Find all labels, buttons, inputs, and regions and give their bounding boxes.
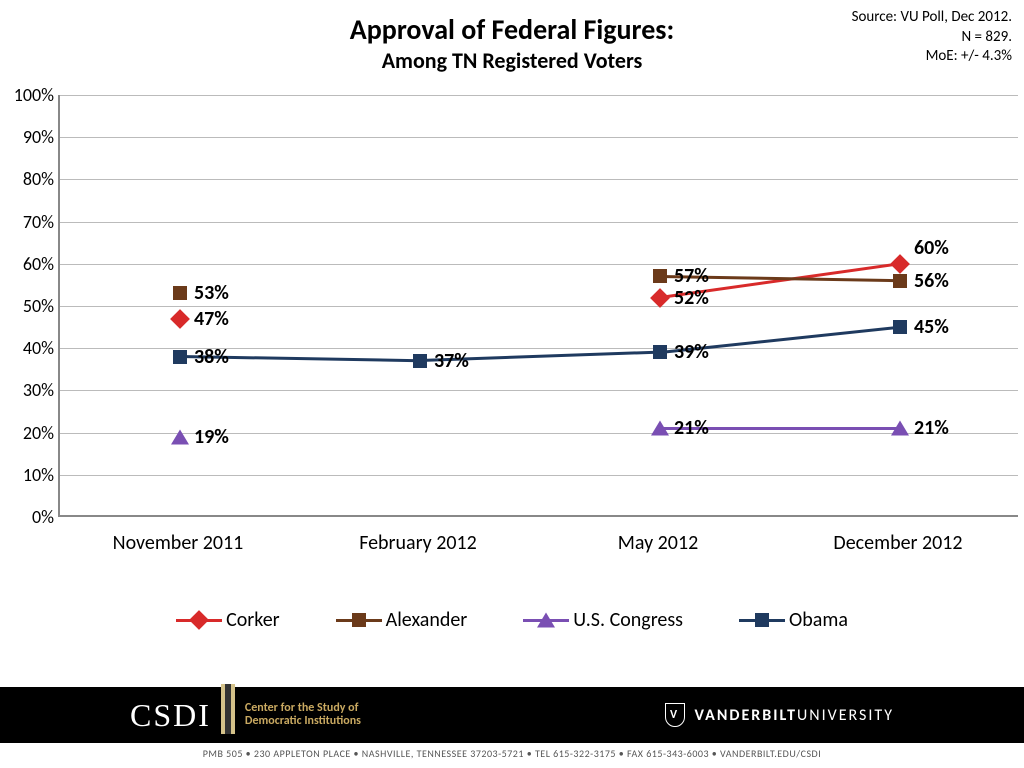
y-tick-label: 10% — [0, 464, 54, 486]
chart: 47%52%60%53%57%56%19%21%21%38%37%39%45% … — [0, 95, 1024, 559]
data-label: 52% — [674, 286, 709, 310]
y-tick-label: 90% — [0, 126, 54, 148]
footer: CSDI Center for the Study of Democratic … — [0, 687, 1024, 768]
y-tick-label: 80% — [0, 168, 54, 190]
legend-label: U.S. Congress — [573, 608, 683, 632]
y-tick-label: 100% — [0, 84, 54, 106]
csdi-acronym: CSDI — [130, 697, 211, 734]
legend-item: U.S. Congress — [523, 608, 683, 632]
data-label: 19% — [194, 425, 229, 449]
source-line: N = 829. — [852, 28, 1012, 48]
x-tick-label: February 2012 — [318, 531, 518, 555]
data-marker — [537, 613, 555, 628]
csdi-logo: CSDI Center for the Study of Democratic … — [130, 690, 361, 740]
data-label: 38% — [194, 345, 229, 369]
x-tick-label: December 2012 — [798, 531, 998, 555]
y-tick-label: 30% — [0, 379, 54, 401]
gridline — [60, 390, 1018, 391]
data-marker — [173, 350, 187, 364]
data-marker — [651, 421, 669, 436]
gridline — [60, 179, 1018, 180]
legend-label: Corker — [226, 608, 280, 632]
data-marker — [189, 610, 209, 630]
data-label: 56% — [914, 269, 949, 293]
legend-label: Obama — [789, 608, 848, 632]
vu-name-rest: UNIVERSITY — [797, 706, 894, 725]
data-label: 60% — [914, 236, 949, 260]
data-label: 21% — [914, 416, 949, 440]
legend-label: Alexander — [386, 608, 468, 632]
data-label: 21% — [674, 416, 709, 440]
data-label: 39% — [674, 340, 709, 364]
y-tick-label: 40% — [0, 337, 54, 359]
data-marker — [352, 613, 366, 627]
vu-name-bold: VANDERBILT — [695, 706, 798, 725]
plot-area: 47% 52% 60% 53% 57% 56% 19% 21% 21% 38% 37% 39% 45% — [58, 95, 1018, 517]
csdi-full-name: Center for the Study of Democratic Insti… — [245, 702, 361, 728]
data-marker — [891, 421, 909, 436]
data-marker — [653, 345, 667, 359]
shield-icon: V — [665, 703, 685, 727]
gridline — [60, 137, 1018, 138]
y-tick-label: 60% — [0, 253, 54, 275]
data-label: 37% — [434, 349, 469, 373]
data-label: 57% — [674, 264, 709, 288]
data-marker — [893, 320, 907, 334]
y-tick-label: 70% — [0, 211, 54, 233]
data-marker — [893, 274, 907, 288]
legend-item: Obama — [739, 608, 848, 632]
source-line: MoE: +/- 4.3% — [852, 47, 1012, 67]
source-box: Source: VU Poll, Dec 2012. N = 829. MoE:… — [852, 8, 1012, 67]
y-tick-label: 20% — [0, 422, 54, 444]
gridline — [60, 222, 1018, 223]
data-marker — [650, 288, 670, 308]
data-marker — [413, 354, 427, 368]
data-label: 53% — [194, 281, 229, 305]
vanderbilt-logo: V VANDERBILT UNIVERSITY — [665, 703, 894, 727]
source-line: Source: VU Poll, Dec 2012. — [852, 8, 1012, 28]
legend: Corker Alexander U.S. Congress Obama — [0, 608, 1024, 635]
footer-contact: PMB 505 • 230 APPLETON PLACE • NASHVILLE… — [0, 743, 1024, 768]
y-tick-label: 0% — [0, 506, 54, 528]
csdi-divider-icon — [221, 684, 235, 734]
data-marker — [653, 269, 667, 283]
gridline — [60, 95, 1018, 96]
gridline — [60, 475, 1018, 476]
data-label: 45% — [914, 315, 949, 339]
data-marker — [170, 309, 190, 329]
y-tick-label: 50% — [0, 295, 54, 317]
data-marker — [171, 429, 189, 444]
legend-item: Corker — [176, 608, 280, 632]
data-marker — [173, 286, 187, 300]
data-marker — [890, 254, 910, 274]
footer-bar: CSDI Center for the Study of Democratic … — [0, 687, 1024, 743]
gridline — [60, 264, 1018, 265]
data-label: 47% — [194, 307, 229, 331]
x-tick-label: November 2011 — [78, 531, 278, 555]
legend-item: Alexander — [336, 608, 468, 632]
x-tick-label: May 2012 — [558, 531, 758, 555]
data-marker — [755, 613, 769, 627]
